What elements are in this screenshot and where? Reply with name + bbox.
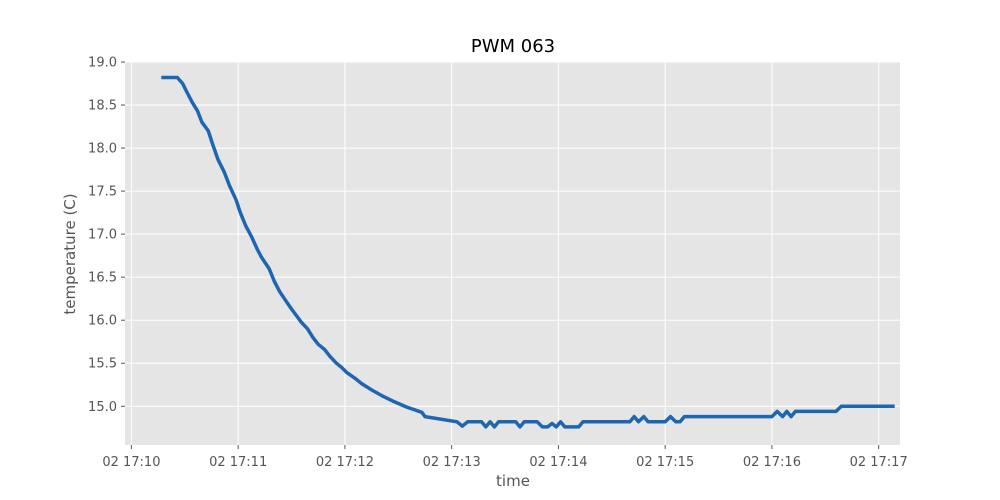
x-tick-label: 02 17:15 xyxy=(636,455,694,470)
x-axis-label: time xyxy=(496,472,530,490)
x-tick-label: 02 17:14 xyxy=(529,455,587,470)
y-tick-label: 15.0 xyxy=(88,400,117,415)
x-tick-label: 02 17:12 xyxy=(316,455,374,470)
x-axis: 02 17:10 02 17:11 02 17:12 02 17:13 02 17:14… xyxy=(102,445,908,470)
y-tick-label: 19.0 xyxy=(88,56,117,71)
y-tick-label: 16.0 xyxy=(88,314,117,329)
y-tick-label: 17.0 xyxy=(88,228,117,243)
x-tick-label: 02 17:10 xyxy=(102,455,160,470)
x-tick-label: 02 17:11 xyxy=(209,455,267,470)
series-line-0 xyxy=(161,75,895,429)
x-tick-label: 02 17:17 xyxy=(850,455,908,470)
y-tick-label: 15.5 xyxy=(88,357,117,372)
plot-area xyxy=(125,62,900,445)
y-tick-label: 18.5 xyxy=(88,99,117,114)
y-tick-label: 18.0 xyxy=(88,142,117,157)
data-series xyxy=(161,75,895,429)
grid xyxy=(125,61,900,445)
x-tick-label: 02 17:13 xyxy=(423,455,481,470)
chart-title: PWM 063 xyxy=(471,36,555,57)
y-tick-label: 17.5 xyxy=(88,185,117,200)
x-tick-label: 02 17:16 xyxy=(743,455,801,470)
y-axis: 15.0 15.5 16.0 16.5 17.0 17.5 18.0 18.5 19.0 xyxy=(88,56,125,415)
y-tick-label: 16.5 xyxy=(88,271,117,286)
y-axis-label: temperature (C) xyxy=(61,193,79,314)
